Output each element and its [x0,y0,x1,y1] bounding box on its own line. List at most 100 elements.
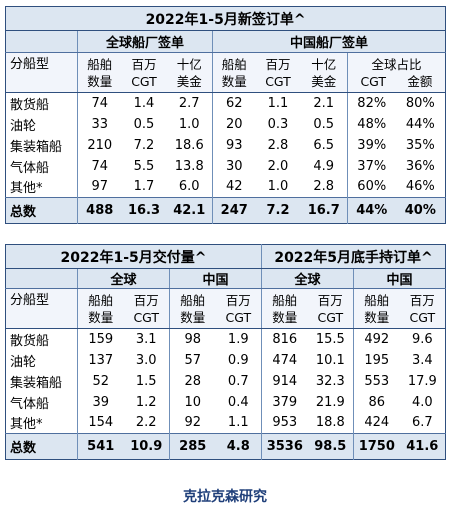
ship-type-cell: 油轮 [10,354,37,370]
group-header: 全球 [261,268,354,289]
ship-type-cell: 散货船 [10,333,50,349]
col-header: 十亿 美金 [300,52,348,93]
col-header: 船舶 数量 [261,288,308,329]
value-cell: 210 [77,134,122,156]
global-shipyard-header: 全球船厂签单 [77,30,213,53]
value-cell: 2.8 [313,179,335,195]
value-cell: 492 [353,328,400,350]
value-cell: 37% [347,155,396,177]
ship-type-cell: 散货船 [10,97,50,113]
value-cell: 93 [212,134,256,156]
value-cell: 46% [405,179,435,195]
value-cell: 44% [405,116,435,132]
table-row: 气体船 39 1.2 10 0.4 379 21.9 86 4.0 [6,391,446,413]
col-header: 百万 CGT [307,288,354,329]
value-cell: 1.2 [135,394,157,410]
value-cell: 36% [405,158,435,174]
value-cell: 1.0 [178,116,200,132]
table-row: 集装箱船 52 1.5 28 0.7 914 32.3 553 17.9 [6,370,446,392]
ship-type-cell: 油轮 [10,118,37,134]
value-cell: 60% [347,176,396,198]
value-cell: 13.8 [174,158,204,174]
total-row: 总数 488 16.3 42.1 247 7.2 16.7 44% 40% [5,197,446,224]
table-row: 油轮 137 3.0 57 0.9 474 10.1 195 3.4 [6,349,446,371]
col-header: 船舶 数量 [353,288,400,329]
value-cell: 379 [261,391,308,413]
value-cell: 4.9 [313,158,335,174]
value-cell: 74 [77,92,122,114]
col-header: 船舶 数量 [77,288,124,329]
value-cell: 553 [353,370,400,392]
ship-type-cell: 其他* [10,417,43,433]
table-row: 散货船 74 1.4 2.7 62 1.1 2.1 82% 80% [6,92,446,114]
value-cell: 6.0 [178,179,200,195]
value-cell: 42 [212,176,256,198]
value-cell: 0.4 [227,394,249,410]
table-row: 散货船 159 3.1 98 1.9 816 15.5 492 9.6 [6,328,446,350]
value-cell: 35% [405,137,435,153]
value-cell: 0.5 [133,116,155,132]
value-cell: 3.4 [411,352,433,368]
col-header: 百万 CGT [215,288,262,329]
value-cell: 195 [353,349,400,371]
value-cell: 7.2 [133,137,155,153]
group-header: 中国 [353,268,446,289]
value-cell: 424 [353,412,400,434]
value-cell: 1.4 [133,95,155,111]
value-cell: 39 [77,391,124,413]
value-cell: 953 [261,412,308,434]
value-cell: 10 [169,391,216,413]
source-footer: 克拉克森研究 [183,489,267,505]
value-cell: 32.3 [315,373,345,389]
global-share-header: 全球占比 CGT 金额 [346,52,446,93]
total-row: 总数 541 10.9 285 4.8 3536 98.5 1750 41.6 [5,433,446,460]
value-cell: 6.5 [313,137,335,153]
value-cell: 1.1 [227,415,249,431]
value-cell: 137 [77,349,124,371]
value-cell: 1.1 [267,95,289,111]
ship-type-label: 分船型 [5,52,78,93]
deliveries-title: 2022年1-5月交付量^ [5,244,262,269]
value-cell: 17.9 [407,373,437,389]
value-cell: 2.1 [313,95,335,111]
col-header: 百万 CGT [121,52,167,93]
col-header: 十亿 美金 [166,52,213,93]
value-cell: 2.8 [267,137,289,153]
table-row: 集装箱船 210 7.2 18.6 93 2.8 6.5 39% 35% [6,134,446,156]
value-cell: 474 [261,349,308,371]
value-cell: 10.1 [315,352,345,368]
value-cell: 6.7 [411,415,433,431]
value-cell: 0.7 [227,373,249,389]
value-cell: 159 [77,328,124,350]
value-cell: 0.5 [313,116,335,132]
value-cell: 1.9 [227,331,249,347]
ship-type-cell: 集装箱船 [10,375,63,391]
table-row: 气体船 74 5.5 13.8 30 2.0 4.9 37% 36% [6,155,446,177]
value-cell: 1.0 [267,179,289,195]
value-cell: 0.9 [227,352,249,368]
value-cell: 18.6 [174,137,204,153]
value-cell: 1.5 [135,373,157,389]
value-cell: 2.2 [135,415,157,431]
value-cell: 39% [347,134,396,156]
value-cell: 816 [261,328,308,350]
value-cell: 86 [353,391,400,413]
value-cell: 914 [261,370,308,392]
value-cell: 0.3 [267,116,289,132]
value-cell: 62 [212,92,256,114]
value-cell: 154 [77,412,124,434]
new-orders-table: 2022年1-5月新签订单^ 全球船厂签单 中国船厂签单 分船型 船舶 数量 百万… [5,6,447,224]
group-header: 全球 [77,268,170,289]
value-cell: 33 [77,113,122,135]
table-row: 其他* 97 1.7 6.0 42 1.0 2.8 60% 46% [6,176,446,198]
value-cell: 74 [77,155,122,177]
col-header: 船舶 数量 [77,52,122,93]
value-cell: 3.0 [135,352,157,368]
table-row: 油轮 33 0.5 1.0 20 0.3 0.5 48% 44% [6,113,446,135]
value-cell: 9.6 [411,331,433,347]
value-cell: 28 [169,370,216,392]
value-cell: 82% [347,92,396,114]
value-cell: 98 [169,328,216,350]
value-cell: 57 [169,349,216,371]
value-cell: 2.0 [267,158,289,174]
